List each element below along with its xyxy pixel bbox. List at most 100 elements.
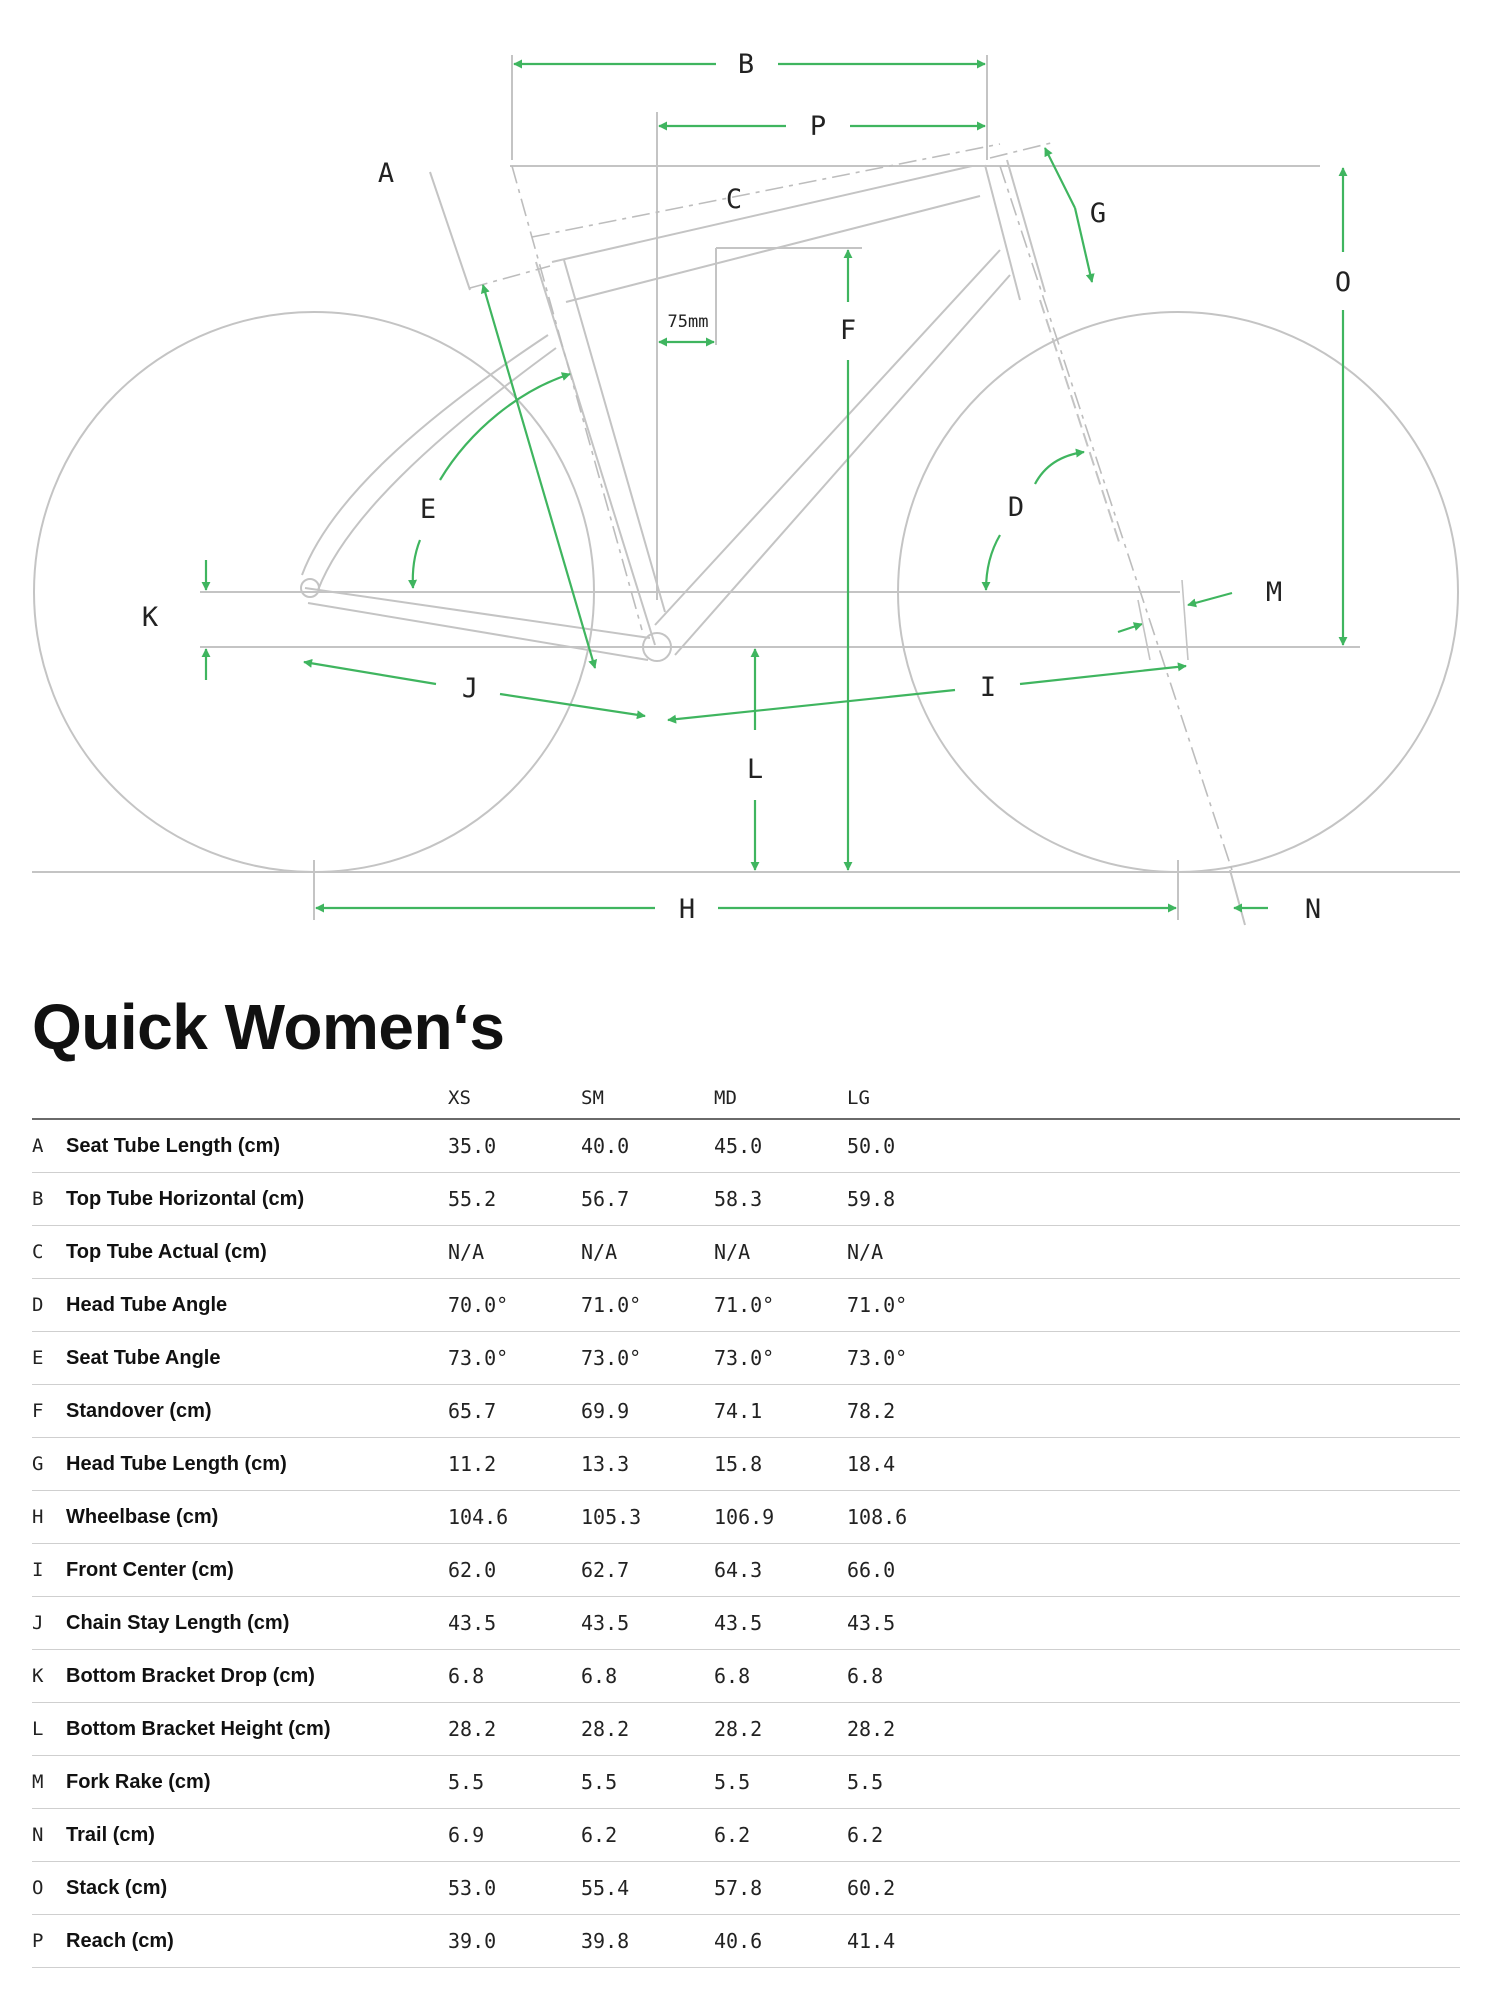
row-label: Head Tube Length (cm): [66, 1437, 448, 1491]
row-value: 5.5: [448, 1755, 581, 1809]
row-value: N/A: [714, 1225, 847, 1279]
row-label: Bottom Bracket Height (cm): [66, 1702, 448, 1756]
row-value: 6.8: [581, 1649, 714, 1703]
row-letter: A: [32, 1119, 66, 1173]
row-label: Fork Rake (cm): [66, 1755, 448, 1809]
size-header-row: XS SM MD LG: [32, 1078, 1460, 1120]
dimension-label-K: K: [142, 602, 159, 633]
row-spacer: [980, 1278, 1460, 1332]
row-spacer: [980, 1543, 1460, 1597]
dimension-label-L: L: [747, 754, 763, 785]
row-label: Standover (cm): [66, 1384, 448, 1438]
row-spacer: [980, 1490, 1460, 1544]
row-label: Bottom Bracket Drop (cm): [66, 1649, 448, 1703]
row-value: 55.2: [448, 1172, 581, 1226]
row-spacer: [980, 1225, 1460, 1279]
row-value: 71.0°: [581, 1278, 714, 1332]
dimension-A-arrow: [480, 284, 539, 471]
offset-75mm-label: 75mm: [668, 312, 709, 332]
bike-frame-drawing: [32, 55, 1460, 926]
row-value: 11.2: [448, 1437, 581, 1491]
dimension-E-arrow: [439, 372, 571, 481]
row-value: 45.0: [714, 1119, 847, 1173]
row-letter: O: [32, 1861, 66, 1915]
row-value: 28.2: [847, 1702, 980, 1756]
table-row: B Top Tube Horizontal (cm) 55.2 56.7 58.3 59.…: [32, 1172, 1460, 1226]
row-value: 73.0°: [847, 1331, 980, 1385]
row-value: 5.5: [847, 1755, 980, 1809]
row-spacer: [980, 1384, 1460, 1438]
row-value: 56.7: [581, 1172, 714, 1226]
dimension-label-M: M: [1266, 577, 1282, 608]
row-value: 71.0°: [847, 1278, 980, 1332]
row-letter: E: [32, 1331, 66, 1385]
row-value: 6.2: [847, 1808, 980, 1862]
row-value: N/A: [847, 1225, 980, 1279]
row-value: 15.8: [714, 1437, 847, 1491]
row-value: 69.9: [581, 1384, 714, 1438]
table-row: M Fork Rake (cm) 5.5 5.5 5.5 5.5: [32, 1755, 1460, 1809]
dimension-label-F: F: [840, 315, 856, 346]
row-label: Trail (cm): [66, 1808, 448, 1862]
size-header-lg: LG: [847, 1078, 980, 1120]
row-value: 50.0: [847, 1119, 980, 1173]
table-row: A Seat Tube Length (cm) 35.0 40.0 45.0 50.0: [32, 1119, 1460, 1173]
dimension-label-I: I: [980, 672, 996, 703]
row-label: Wheelbase (cm): [66, 1490, 448, 1544]
dimension-label-O: O: [1335, 267, 1351, 298]
size-header-xs: XS: [448, 1078, 581, 1120]
row-value: 43.5: [714, 1596, 847, 1650]
row-value: 108.6: [847, 1490, 980, 1544]
row-letter: M: [32, 1755, 66, 1809]
row-letter: P: [32, 1914, 66, 1968]
row-value: 62.7: [581, 1543, 714, 1597]
row-value: 104.6: [448, 1490, 581, 1544]
dimension-label-N: N: [1305, 894, 1321, 925]
row-label: Front Center (cm): [66, 1543, 448, 1597]
row-value: 78.2: [847, 1384, 980, 1438]
row-spacer: [980, 1172, 1460, 1226]
row-value: 73.0°: [581, 1331, 714, 1385]
dimension-G-arrow: [1044, 147, 1076, 209]
size-header-sm: SM: [581, 1078, 714, 1120]
row-label: Seat Tube Length (cm): [66, 1119, 448, 1173]
row-value: 71.0°: [714, 1278, 847, 1332]
row-value: 59.8: [847, 1172, 980, 1226]
row-value: 53.0: [448, 1861, 581, 1915]
row-value: 28.2: [714, 1702, 847, 1756]
table-row: J Chain Stay Length (cm) 43.5 43.5 43.5 43.5: [32, 1596, 1460, 1650]
table-row: I Front Center (cm) 62.0 62.7 64.3 66.0: [32, 1543, 1460, 1597]
row-value: 43.5: [847, 1596, 980, 1650]
table-row: G Head Tube Length (cm) 11.2 13.3 15.8 18.4: [32, 1437, 1460, 1491]
row-spacer: [980, 1808, 1460, 1862]
row-value: N/A: [448, 1225, 581, 1279]
table-row: N Trail (cm) 6.9 6.2 6.2 6.2: [32, 1808, 1460, 1862]
row-value: 39.8: [581, 1914, 714, 1968]
table-row: D Head Tube Angle 70.0° 71.0° 71.0° 71.0°: [32, 1278, 1460, 1332]
row-letter: L: [32, 1702, 66, 1756]
row-value: 70.0°: [448, 1278, 581, 1332]
row-value: 105.3: [581, 1490, 714, 1544]
row-letter: B: [32, 1172, 66, 1226]
row-value: 6.2: [581, 1808, 714, 1862]
row-letter: H: [32, 1490, 66, 1544]
row-spacer: [980, 1861, 1460, 1915]
row-label: Chain Stay Length (cm): [66, 1596, 448, 1650]
dimension-label-D: D: [1008, 492, 1024, 523]
row-spacer: [980, 1914, 1460, 1968]
row-value: 6.8: [714, 1649, 847, 1703]
row-value: 74.1: [714, 1384, 847, 1438]
table-row: O Stack (cm) 53.0 55.4 57.8 60.2: [32, 1861, 1460, 1915]
page-title: Quick Women‘s: [32, 991, 505, 1063]
dimension-label-A: A: [378, 158, 394, 189]
row-label: Reach (cm): [66, 1914, 448, 1968]
row-label: Seat Tube Angle: [66, 1331, 448, 1385]
row-value: 43.5: [448, 1596, 581, 1650]
row-value: 66.0: [847, 1543, 980, 1597]
geometry-table: XS SM MD LG A Seat Tube Length (cm) 35.0 40…: [32, 1078, 1460, 1968]
row-value: 5.5: [714, 1755, 847, 1809]
row-value: 39.0: [448, 1914, 581, 1968]
row-value: 13.3: [581, 1437, 714, 1491]
row-value: 28.2: [581, 1702, 714, 1756]
row-value: N/A: [581, 1225, 714, 1279]
